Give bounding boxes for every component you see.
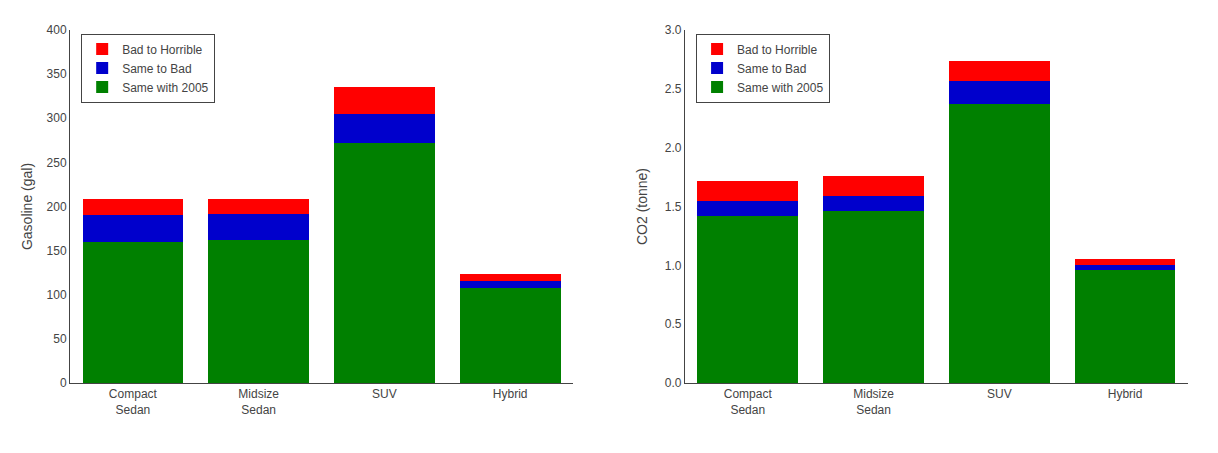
svg-text:Bad to Horrible: Bad to Horrible xyxy=(737,43,817,57)
svg-text:Same with 2005: Same with 2005 xyxy=(737,81,823,95)
svg-text:1.5: 1.5 xyxy=(665,200,682,214)
svg-text:2.0: 2.0 xyxy=(665,141,682,155)
svg-text:Hybrid: Hybrid xyxy=(1108,387,1143,401)
svg-text:300: 300 xyxy=(47,111,67,125)
svg-text:SUV: SUV xyxy=(372,387,397,401)
svg-text:CompactSedan: CompactSedan xyxy=(724,387,773,417)
svg-text:150: 150 xyxy=(47,244,67,258)
svg-text:Gasoline (gal): Gasoline (gal) xyxy=(19,163,35,250)
svg-text:CO2 (tonne): CO2 (tonne) xyxy=(634,168,650,245)
svg-text:350: 350 xyxy=(47,67,67,81)
svg-text:CompactSedan: CompactSedan xyxy=(109,387,158,417)
svg-text:Same to Bad: Same to Bad xyxy=(122,62,191,76)
svg-text:0.0: 0.0 xyxy=(665,376,682,390)
svg-text:1.0: 1.0 xyxy=(665,259,682,273)
svg-text:MidsizeSedan: MidsizeSedan xyxy=(853,387,894,417)
svg-text:MidsizeSedan: MidsizeSedan xyxy=(238,387,279,417)
svg-text:0: 0 xyxy=(60,376,67,390)
svg-text:400: 400 xyxy=(47,23,67,37)
svg-text:0.5: 0.5 xyxy=(665,317,682,331)
svg-text:250: 250 xyxy=(47,156,67,170)
svg-text:Same with 2005: Same with 2005 xyxy=(122,81,208,95)
svg-text:3.0: 3.0 xyxy=(665,23,682,37)
svg-text:Bad to Horrible: Bad to Horrible xyxy=(122,43,202,57)
svg-text:Same to Bad: Same to Bad xyxy=(737,62,806,76)
svg-text:Hybrid: Hybrid xyxy=(493,387,528,401)
svg-text:50: 50 xyxy=(53,332,67,346)
svg-text:200: 200 xyxy=(47,200,67,214)
svg-text:100: 100 xyxy=(47,288,67,302)
svg-text:2.5: 2.5 xyxy=(665,82,682,96)
svg-text:SUV: SUV xyxy=(987,387,1012,401)
